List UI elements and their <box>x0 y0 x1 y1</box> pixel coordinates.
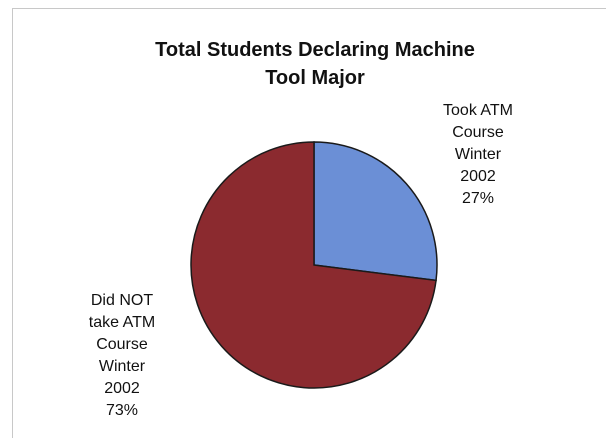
slice-label-did-not-line-5: 2002 <box>104 380 140 397</box>
slice-label-took-atm-line-1: Took ATM <box>443 102 513 119</box>
chart-title-line-2: Tool Major <box>265 67 365 89</box>
pie-slice-did-not-take-atm <box>190 141 437 389</box>
slice-percent-took-atm: 27% <box>461 190 495 207</box>
pie-slice-took-atm <box>313 141 438 282</box>
frame-border-top <box>12 8 606 9</box>
slice-label-took-atm: Took ATM Course Winter 2002 27% <box>418 100 538 210</box>
frame-border-left <box>12 8 13 438</box>
slice-label-did-not-line-4: Winter <box>98 358 146 375</box>
slice-label-did-not-take-atm: Did NOT take ATM Course Winter 2002 73% <box>62 290 182 422</box>
slice-label-did-not-line-3: Course <box>96 336 148 353</box>
slice-label-took-atm-line-2: Course <box>452 124 504 141</box>
slice-label-did-not-line-1: Did NOT <box>90 292 154 309</box>
slice-label-did-not-line-2: take ATM <box>88 314 156 331</box>
chart-title-line-1: Total Students Declaring Machine <box>155 39 475 61</box>
chart-title: Total Students Declaring Machine Tool Ma… <box>60 36 570 92</box>
slice-percent-did-not-take-atm: 73% <box>105 402 139 419</box>
slice-label-took-atm-line-3: Winter <box>454 146 502 163</box>
slice-label-took-atm-line-4: 2002 <box>460 168 496 185</box>
